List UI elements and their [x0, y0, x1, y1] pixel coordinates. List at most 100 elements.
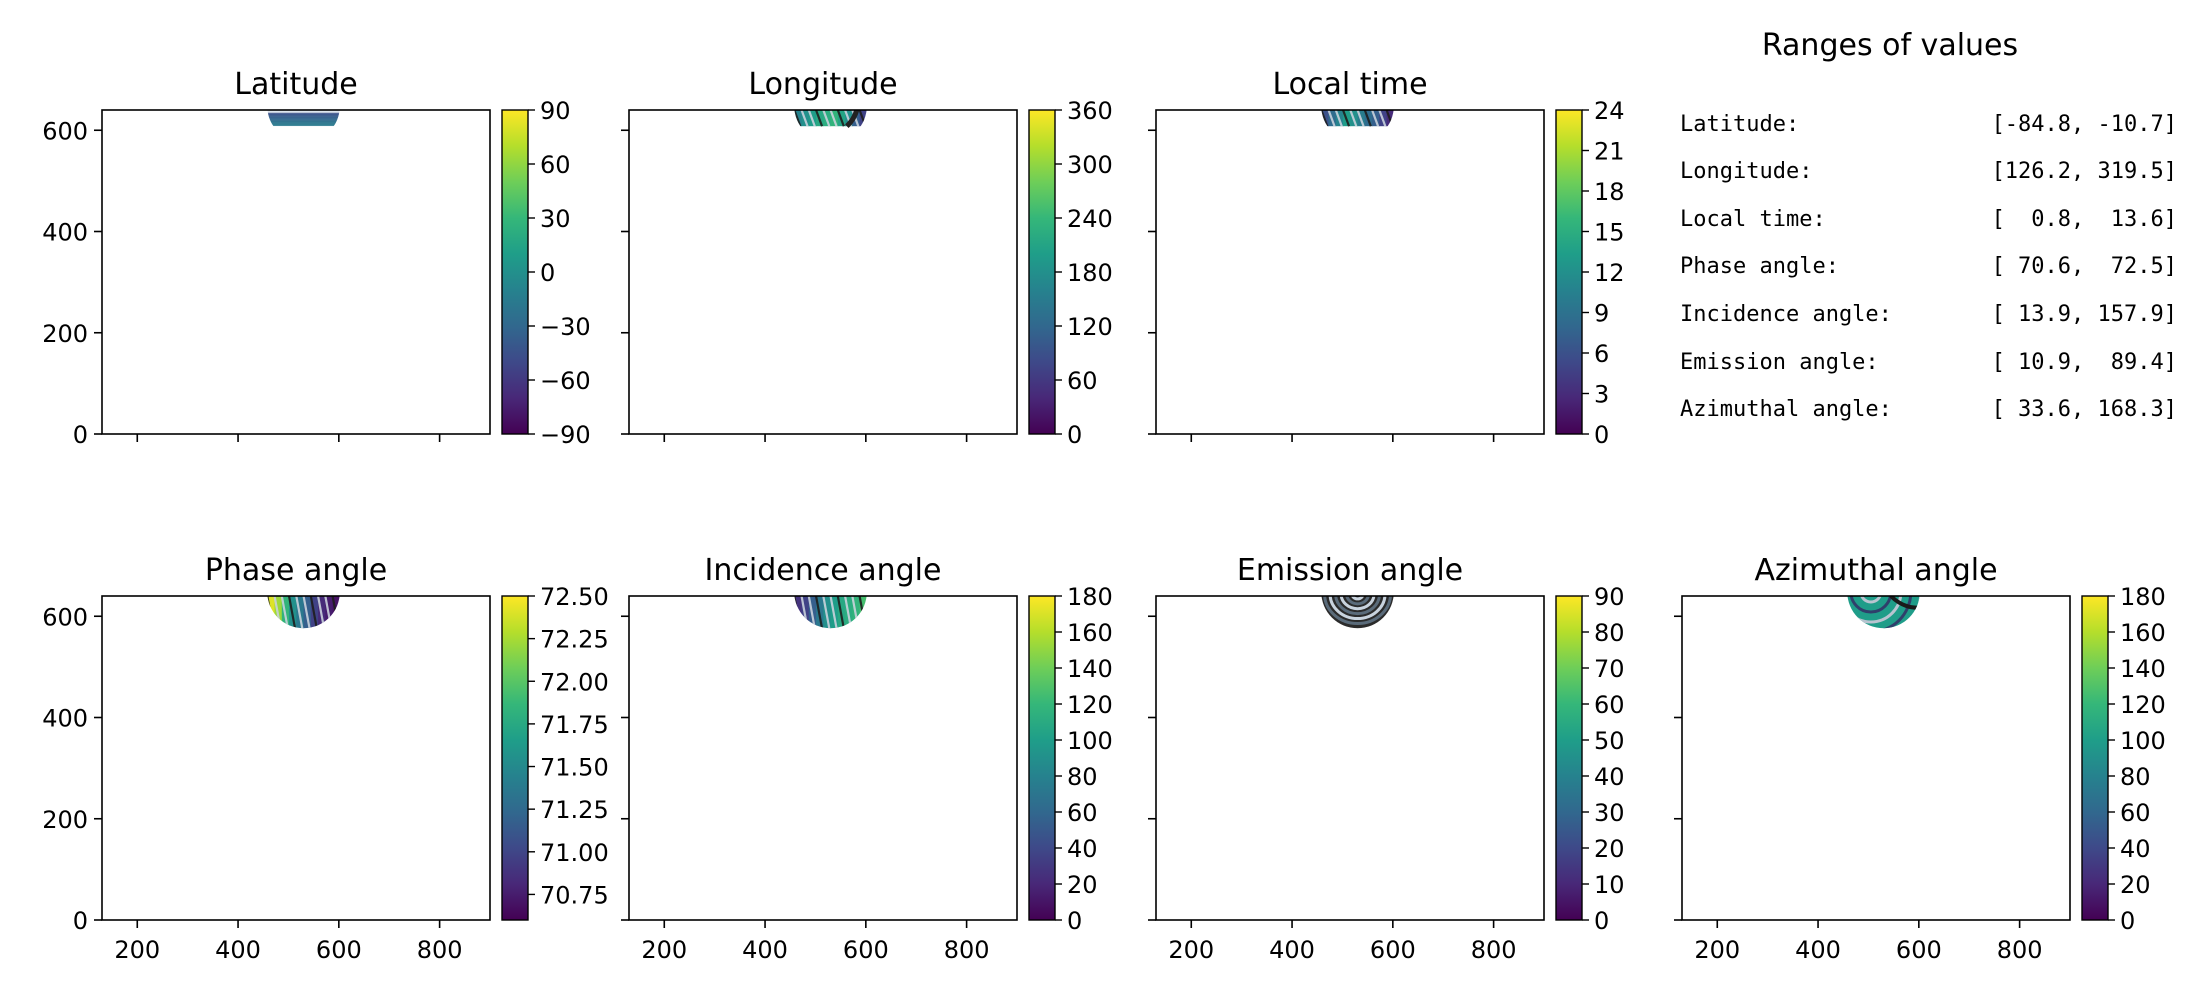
range-label: Latitude: [1680, 112, 1800, 137]
xtick-label: 200 [114, 936, 160, 964]
colorbar-tick-label: 360 [1067, 97, 1113, 125]
planet-disk [267, 110, 340, 127]
axes-frame [101, 595, 491, 921]
ytick-label: 200 [42, 320, 88, 348]
planet-disk [794, 596, 867, 629]
colorbar-tick-label: 80 [2120, 763, 2151, 791]
colorbar-tick-label: 180 [1067, 259, 1113, 287]
range-value: [ 33.6, 168.3] [1991, 397, 2177, 422]
subplot-local-time: Local time 24 21 18 15 12 9 6 3 0 [1148, 67, 1625, 449]
range-value: [ 0.8, 13.6] [1991, 207, 2177, 232]
colorbar-tick-label: 71.75 [540, 711, 609, 739]
range-value: [ 13.9, 157.9] [1991, 302, 2177, 327]
colorbar-tick-label: 60 [540, 151, 571, 179]
colorbar-tick-label: 70 [1594, 655, 1625, 683]
colorbar-tick-label: 9 [1594, 300, 1609, 328]
colorbar [1555, 109, 1583, 435]
xtick-label: 200 [641, 936, 687, 964]
axes-frame [101, 109, 491, 435]
colorbar-tick-label: 20 [2120, 871, 2151, 899]
colorbar [501, 595, 529, 921]
colorbar [501, 109, 529, 435]
subplot-latitude: Latitude 0 200 400 600 90 60 30 0 −30 −60 −90 [42, 67, 590, 449]
colorbar-tick-label: 40 [2120, 835, 2151, 863]
colorbar-tick-label: −30 [540, 313, 591, 341]
colorbar-tick-label: 0 [1067, 421, 1082, 449]
colorbar-tick-label: 100 [1067, 727, 1113, 755]
colorbar-tick-label: 120 [1067, 313, 1113, 341]
xtick-label: 600 [1370, 936, 1416, 964]
colorbar-tick-label: 15 [1594, 219, 1625, 247]
ytick-label: 400 [42, 219, 88, 247]
subplot-title: Azimuthal angle [1754, 553, 1997, 588]
colorbar [1028, 109, 1056, 435]
ytick-label: 0 [73, 907, 88, 935]
range-value: [-84.8, -10.7] [1991, 112, 2177, 137]
range-label: Longitude: [1680, 159, 1813, 184]
planet-disk [794, 110, 867, 129]
xtick-label: 800 [944, 936, 990, 964]
planet-disk [1321, 110, 1394, 127]
colorbar-tick-label: 60 [1067, 799, 1098, 827]
xtick-label: 200 [1168, 936, 1214, 964]
colorbar [1028, 595, 1056, 921]
range-row-longitude: Longitude: [126.2, 319.5] [1680, 159, 2177, 189]
subplot-title: Longitude [748, 67, 897, 102]
colorbar-tick-label: 120 [1067, 691, 1113, 719]
axes-frame [628, 595, 1018, 921]
colorbar-tick-label: 0 [2120, 907, 2135, 935]
colorbar-tick-label: 60 [2120, 799, 2151, 827]
colorbar-tick-label: 30 [1594, 799, 1625, 827]
ytick-label: 0 [73, 421, 88, 449]
colorbar-tick-label: 10 [1594, 871, 1625, 899]
range-value: [ 10.9, 89.4] [1991, 350, 2177, 375]
xtick-label: 600 [1896, 936, 1942, 964]
xtick-label: 400 [215, 936, 261, 964]
colorbar-tick-label: −90 [540, 421, 591, 449]
colorbar-tick-label: 0 [540, 259, 555, 287]
colorbar-tick-label: 180 [1067, 583, 1113, 611]
subplot-title: Latitude [234, 67, 357, 102]
planet-disk [1847, 596, 1920, 629]
colorbar-tick-label: 180 [2120, 583, 2166, 611]
range-row-incidence-angle: Incidence angle: [ 13.9, 157.9] [1680, 302, 2177, 332]
colorbar-tick-label: 0 [1067, 907, 1082, 935]
colorbar-tick-label: 6 [1594, 340, 1609, 368]
ranges-title: Ranges of values [1761, 28, 2019, 63]
subplot-longitude: Longitude 360 300 240 180 120 60 0 [621, 67, 1113, 449]
colorbar-tick-label: 80 [1594, 619, 1625, 647]
xtick-label: 400 [1795, 936, 1841, 964]
colorbar-tick-label: 240 [1067, 205, 1113, 233]
colorbar-tick-label: 20 [1067, 871, 1098, 899]
range-value: [126.2, 319.5] [1991, 159, 2177, 184]
xtick-label: 800 [417, 936, 463, 964]
range-label: Azimuthal angle: [1680, 397, 1892, 422]
axes-frame [1155, 595, 1545, 921]
subplot-title: Incidence angle [705, 553, 942, 588]
range-row-latitude: Latitude: [-84.8, -10.7] [1680, 112, 2177, 142]
axes-frame [628, 109, 1018, 435]
axes-frame [1155, 109, 1545, 435]
colorbar-tick-label: 30 [540, 205, 571, 233]
ytick-label: 400 [42, 705, 88, 733]
range-label: Incidence angle: [1680, 302, 1892, 327]
range-row-local-time: Local time: [ 0.8, 13.6] [1680, 207, 2177, 237]
colorbar-tick-label: 140 [2120, 655, 2166, 683]
xtick-label: 200 [1694, 936, 1740, 964]
subplot-title: Emission angle [1237, 553, 1463, 588]
ranges-panel: Ranges of values Latitude: [-84.8, -10.7… [1680, 0, 2180, 440]
range-label: Phase angle: [1680, 254, 1839, 279]
axes-frame [1681, 595, 2071, 921]
range-row-emission-angle: Emission angle: [ 10.9, 89.4] [1680, 350, 2177, 380]
colorbar-tick-label: 160 [1067, 619, 1113, 647]
colorbar-tick-label: 90 [1594, 583, 1625, 611]
range-row-phase-angle: Phase angle: [ 70.6, 72.5] [1680, 254, 2177, 284]
colorbar-tick-label: 160 [2120, 619, 2166, 647]
colorbar-tick-label: 3 [1594, 381, 1609, 409]
colorbar-tick-label: 90 [540, 97, 571, 125]
colorbar-tick-label: 40 [1067, 835, 1098, 863]
